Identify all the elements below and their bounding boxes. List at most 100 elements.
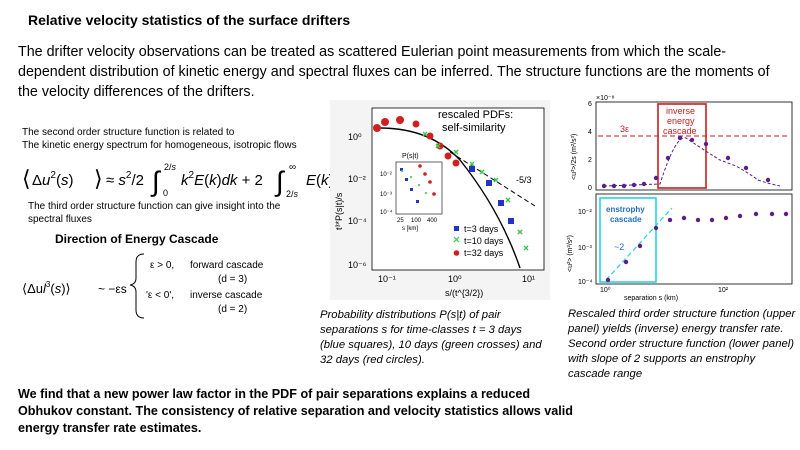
top-y-tick: 2 <box>588 157 592 164</box>
inverse-box-label-line2: energy <box>667 116 695 126</box>
slide-title: Relative velocity statistics of the surf… <box>28 12 351 28</box>
bottom-x-tick: 10² <box>718 287 729 294</box>
point-t10 <box>469 161 475 167</box>
inset-point <box>400 168 403 171</box>
point-t10 <box>435 143 441 149</box>
top-y-tick: 0 <box>588 185 592 192</box>
svg-text:2/s: 2/s <box>286 189 299 199</box>
top-scale: ×10⁻⁸ <box>596 95 615 102</box>
conclusion-paragraph: We find that a new power law factor in t… <box>18 387 573 435</box>
bottom-point <box>653 225 659 231</box>
bottom-y-tick: 10⁻² <box>578 209 592 216</box>
inset-point <box>405 178 408 181</box>
enstrophy-box-label-line2: cascade <box>610 215 642 224</box>
point-t3 <box>469 166 475 172</box>
legend-marker-t10 <box>453 236 460 243</box>
inverse-box-label-line1: inverse <box>666 106 695 116</box>
structure-function-figure: ×10⁻⁸ 6 4 2 0 <u³>/2s (m²/s³) inverse en… <box>567 95 793 302</box>
top-point <box>703 141 709 147</box>
legend-marker-t32 <box>453 250 460 256</box>
y-tick: 10⁻² <box>348 174 366 184</box>
point-t10 <box>493 177 499 183</box>
top-panel <box>595 101 793 191</box>
top-point <box>601 183 607 189</box>
point-t32 <box>396 116 404 124</box>
enstrophy-box-label-line1: enstrophy <box>606 205 645 214</box>
top-point <box>725 155 731 161</box>
svg-text:'ε < 0',: 'ε < 0', <box>146 290 174 301</box>
svg-text:⟨Δul3(s)⟩: ⟨Δul3(s)⟩ <box>22 280 71 296</box>
point-t32 <box>426 132 434 140</box>
bottom-x-label: separation s (km) <box>624 295 678 302</box>
top-point <box>611 183 617 189</box>
point-t10 <box>422 131 428 137</box>
inset-points <box>400 164 436 203</box>
inset-point <box>428 180 432 184</box>
series-t10 <box>422 131 529 251</box>
inset-point <box>432 192 436 196</box>
y-tick: 10⁰ <box>348 132 362 142</box>
bottom-point <box>783 211 789 217</box>
inset-title: P(s|t) <box>402 153 419 160</box>
point-t10 <box>505 197 511 203</box>
bottom-point <box>753 211 759 217</box>
svg-text:~ −εs: ~ −εs <box>98 282 127 296</box>
bottom-point <box>637 243 643 249</box>
right-caption: Rescaled third order structure function … <box>568 308 796 380</box>
series-t3 <box>469 166 514 224</box>
svg-text:Δu2(s): Δu2(s) <box>32 170 73 189</box>
third-order-text: The third order structure function can g… <box>28 201 281 225</box>
bottom-point <box>681 215 687 221</box>
middle-caption: Probability distributions P(s|t) of pair… <box>320 309 542 366</box>
inset-y-tick: 10⁻² <box>380 172 392 178</box>
svg-text:∞: ∞ <box>289 162 296 173</box>
legend: t=3 days t=10 days t=32 days <box>453 224 504 258</box>
top-y-tick: 6 <box>588 101 592 108</box>
enstrophy-cascade-box <box>599 197 657 283</box>
inset-plot <box>395 161 443 215</box>
top-point <box>765 177 771 183</box>
legend-marker-t3 <box>454 226 459 231</box>
second-order-text-line1: The second order structure function is r… <box>22 127 235 138</box>
svg-text:∫: ∫ <box>274 166 286 197</box>
inset-point <box>423 172 427 176</box>
bottom-point <box>667 217 673 223</box>
bottom-y-tick: 10⁻⁴ <box>578 279 593 286</box>
inverse-box-label-line3: cascade <box>663 126 697 136</box>
x-axis-label: s/(t^{3/2}) <box>445 288 483 298</box>
slope-label: -5/3 <box>516 175 532 185</box>
slope-two-label: ~2 <box>614 242 624 252</box>
point-t10 <box>479 169 485 175</box>
series-t32 <box>373 116 460 167</box>
top-points <box>601 135 771 189</box>
svg-text:⟨: ⟨ <box>22 166 31 191</box>
top-point <box>631 182 637 188</box>
point-t10 <box>453 149 459 155</box>
point-t3 <box>508 218 514 224</box>
top-y-label: <u³>/2s (m²/s³) <box>571 134 578 180</box>
slope-line <box>449 151 536 207</box>
intro-paragraph: The drifter velocity observations can be… <box>18 44 770 100</box>
legend-entry: t=32 days <box>464 248 504 258</box>
top-point <box>641 181 647 187</box>
fit-curve <box>379 127 521 269</box>
bottom-y-label: <u²> (m²/s²) <box>567 235 574 272</box>
svg-text:forward cascade: forward cascade <box>190 260 264 271</box>
y-tick: 10⁻⁴ <box>348 216 367 226</box>
pdf-figure: 10⁰ 10⁻² 10⁻⁴ 10⁻⁶ 10⁻¹ 10⁰ 10¹ s/(t^{3/… <box>330 100 550 300</box>
point-t10 <box>517 229 523 235</box>
svg-text:⟩: ⟩ <box>94 166 103 191</box>
point-t32 <box>444 152 452 160</box>
inset-point <box>416 200 419 203</box>
bottom-point <box>737 213 743 219</box>
point-t10 <box>523 245 529 251</box>
top-curve <box>603 137 781 187</box>
point-t3 <box>486 180 492 186</box>
inset-point <box>400 169 428 195</box>
svg-text:0: 0 <box>163 188 168 198</box>
bottom-point <box>623 259 629 265</box>
annotation-title-line1: rescaled PDFs: <box>438 109 513 121</box>
second-order-text-line2: The kinetic energy spectrum for homogene… <box>22 140 297 151</box>
bottom-y-tick: 10⁻³ <box>578 245 592 252</box>
top-point <box>621 183 627 189</box>
